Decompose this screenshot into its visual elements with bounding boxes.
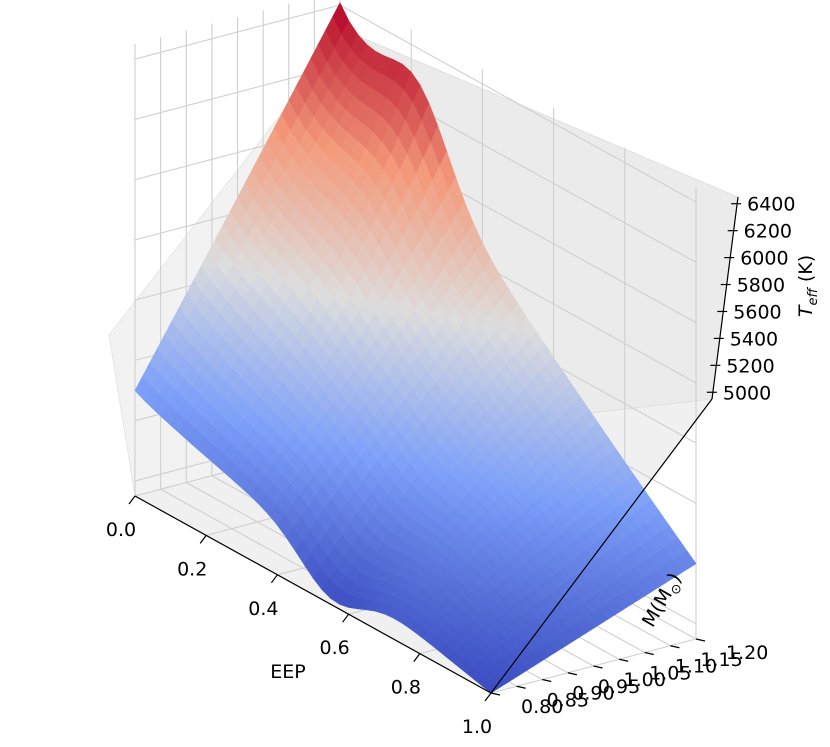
y-tick-mark [542,678,552,683]
x-tick-label: 0.0 [106,519,136,541]
x-tick-label: 1.0 [462,716,492,738]
z-tick-label: 5600 [733,301,781,323]
x-tick-mark [270,574,278,584]
x-tick-mark [199,535,207,544]
x-axis-line [134,495,492,694]
y-tick-label: 0.80 [521,696,563,718]
y-tick-label: 0.90 [572,683,614,705]
x-tick-mark [484,692,492,702]
x-tick-label: 0.8 [391,677,421,699]
x-tick-mark [342,613,350,623]
surface [134,2,697,694]
x-tick-label: 0.2 [177,558,207,580]
y-tick-label: 1.05 [649,662,691,684]
y-axis-line [490,398,713,694]
y-tick-mark [644,651,654,656]
z-tick-label: 5200 [726,355,774,377]
y-tick-label: 1.15 [700,649,742,671]
y-tick-label: 1.00 [624,669,666,691]
axis-lines [128,196,742,702]
y-tick-label: 1.10 [675,656,717,678]
svg-text:Teff (K): Teff (K) [795,255,821,317]
z-axis-label: Teff (K) [795,255,821,317]
z-tick-label: 5000 [723,382,771,404]
z-tick-label: 6400 [747,194,795,216]
y-tick-mark [490,692,501,696]
x-tick-mark [413,653,421,662]
z-tick-label: 5800 [737,275,785,297]
surface-patch [481,680,499,694]
y-tick-mark [670,645,680,649]
z-tick-label: 6200 [744,221,792,243]
y-tick-mark [516,685,526,689]
x-tick-label: 0.4 [248,598,278,620]
y-tick-mark [618,658,629,662]
y-tick-mark [593,665,603,669]
x-axis-label: EEP [270,661,305,683]
x-tick-label: 0.6 [319,637,349,659]
x-tick-mark [128,495,136,505]
y-tick-label: 0.85 [547,689,589,711]
tick-labels: 0.00.20.40.60.81.00.800.850.900.951.001.… [106,194,796,738]
y-tick-label: 0.95 [598,676,640,698]
y-tick-mark [695,638,706,642]
y-tick-mark [567,672,578,676]
y-tick-label: 1.20 [726,642,768,664]
z-tick-label: 5400 [730,328,778,350]
z-tick-label: 6000 [740,248,788,270]
